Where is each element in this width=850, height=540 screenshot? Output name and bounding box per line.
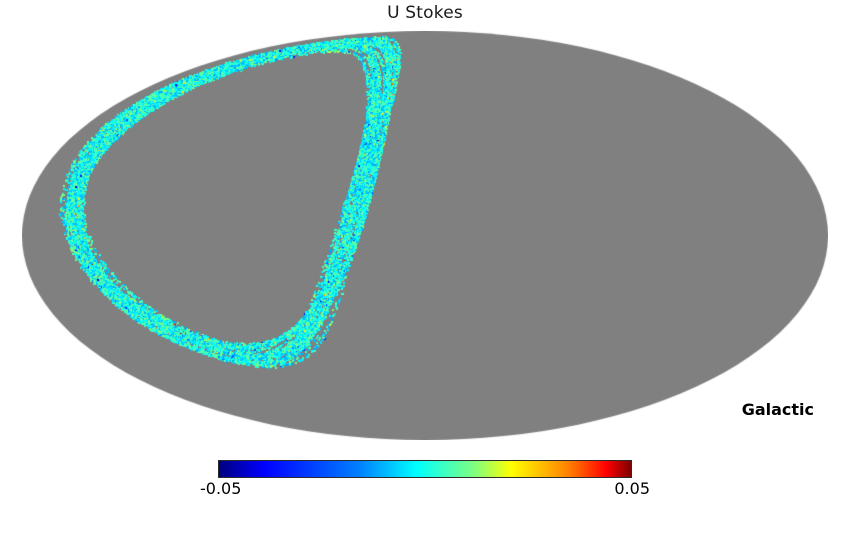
colorbar-max-tick: 0.05 xyxy=(614,479,650,498)
colorbar-min-tick: -0.05 xyxy=(200,479,242,498)
healpix-map-canvas xyxy=(22,31,828,440)
colorbar: -0.05 0.05 xyxy=(200,460,650,500)
colorbar-gradient xyxy=(218,460,632,478)
coordinate-system-label: Galactic xyxy=(741,400,814,419)
colorbar-ticks: -0.05 0.05 xyxy=(200,478,650,500)
page-title: U Stokes xyxy=(387,3,463,23)
mollweide-sky-map xyxy=(22,31,828,440)
